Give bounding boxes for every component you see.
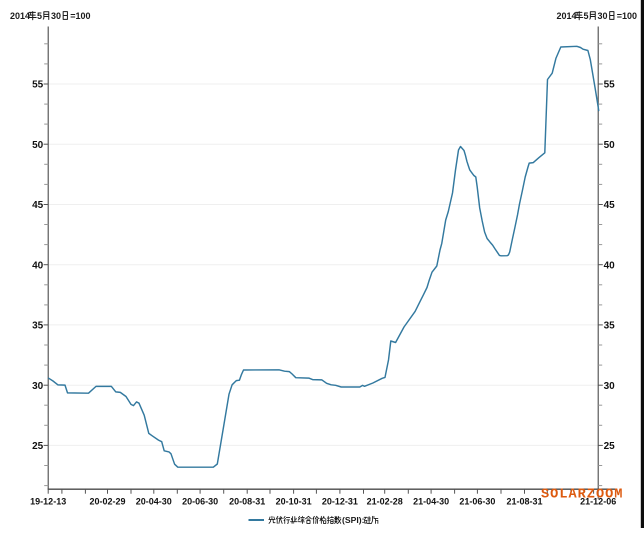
svg-text:5: 5 [584, 11, 589, 21]
svg-text:2014: 2014 [10, 11, 30, 21]
svg-text:5: 5 [37, 11, 42, 21]
svg-text:20-04-30: 20-04-30 [136, 497, 172, 507]
svg-text:20-02-29: 20-02-29 [89, 497, 125, 507]
svg-text:50: 50 [604, 140, 616, 151]
svg-text:21-06-30: 21-06-30 [459, 497, 495, 507]
svg-text:=100: =100 [617, 11, 637, 21]
svg-text:25: 25 [32, 441, 44, 452]
svg-text:25: 25 [604, 441, 616, 452]
svg-text:20-10-31: 20-10-31 [276, 497, 312, 507]
svg-text:2014: 2014 [557, 11, 577, 21]
svg-text:55: 55 [32, 80, 44, 91]
svg-text:=100: =100 [70, 11, 90, 21]
svg-text:30: 30 [51, 11, 61, 21]
svg-text:21-02-28: 21-02-28 [367, 497, 403, 507]
svg-text:40: 40 [604, 260, 616, 271]
svg-text:50: 50 [32, 140, 44, 151]
svg-text:20-06-30: 20-06-30 [182, 497, 218, 507]
svg-text:20-12-31: 20-12-31 [322, 497, 358, 507]
svg-text:20-08-31: 20-08-31 [229, 497, 265, 507]
svg-text:35: 35 [32, 321, 44, 332]
svg-text:19-12-13: 19-12-13 [30, 497, 66, 507]
svg-text:SOLARZOOM: SOLARZOOM [541, 488, 623, 503]
svg-text:40: 40 [32, 260, 44, 271]
svg-text:45: 45 [32, 200, 44, 211]
svg-text:30: 30 [604, 381, 616, 392]
svg-text:21-04-30: 21-04-30 [413, 497, 449, 507]
svg-text:21-12-06: 21-12-06 [580, 497, 616, 507]
svg-text:55: 55 [604, 80, 616, 91]
svg-text:21-08-31: 21-08-31 [506, 497, 542, 507]
svg-text:(SPI):: (SPI): [342, 515, 365, 525]
svg-text:45: 45 [604, 200, 616, 211]
svg-text:35: 35 [604, 321, 616, 332]
svg-text:30: 30 [32, 381, 44, 392]
svg-text:30: 30 [598, 11, 608, 21]
